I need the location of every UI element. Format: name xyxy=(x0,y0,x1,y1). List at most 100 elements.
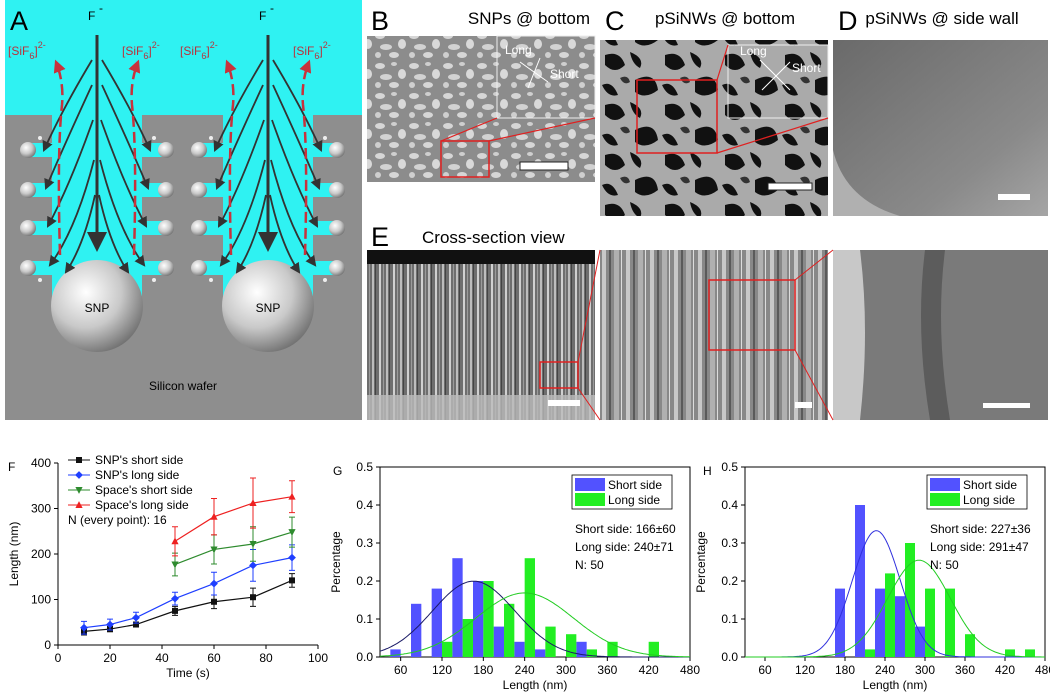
marker xyxy=(133,621,139,628)
bar xyxy=(875,588,885,657)
bar xyxy=(586,649,597,657)
x-axis-label: Time (s) xyxy=(166,666,210,680)
marker xyxy=(288,529,296,537)
x-tick-label: 240 xyxy=(875,663,895,677)
marker xyxy=(171,537,179,545)
zoom-line xyxy=(577,249,601,363)
inset xyxy=(496,35,596,119)
legend-label: Short side xyxy=(963,478,1017,492)
sif-label: [SiF6]2- xyxy=(293,40,331,61)
series-line xyxy=(174,531,293,566)
y-tick-label: 200 xyxy=(31,547,51,561)
zoom-line xyxy=(716,44,729,81)
annotation: Long side: 240±71 xyxy=(575,540,674,554)
zoom-box xyxy=(539,361,579,389)
bar xyxy=(545,626,556,657)
legend-label: SNP's long side xyxy=(95,468,180,482)
fluoride: F xyxy=(259,9,266,23)
x-tick-label: 300 xyxy=(915,663,935,677)
bar xyxy=(925,588,935,657)
panel-label: B xyxy=(371,6,389,36)
scale-bar xyxy=(767,182,813,191)
title-band xyxy=(367,0,595,36)
sif: ] xyxy=(206,44,209,58)
sem-top xyxy=(367,250,595,264)
zoom-line xyxy=(794,249,834,281)
bar xyxy=(535,649,546,657)
annotation: N: 50 xyxy=(575,558,604,572)
zoom-box xyxy=(636,79,718,154)
bar xyxy=(504,603,515,657)
sem-image xyxy=(600,250,828,420)
marker xyxy=(249,540,257,548)
annotation: Short side: 166±60 xyxy=(575,522,676,536)
long-label: Long xyxy=(740,44,767,58)
bar xyxy=(442,641,453,657)
wire-edge xyxy=(833,250,865,420)
sif-sup: 2- xyxy=(38,40,46,50)
short-label: Short xyxy=(550,67,579,81)
x-tick-label: 480 xyxy=(680,663,700,677)
panel-c: Long Short C pSiNWs @ bottom xyxy=(600,6,829,216)
marker xyxy=(288,492,296,500)
bar xyxy=(483,581,494,657)
x-tick-label: 20 xyxy=(103,651,117,665)
bar xyxy=(607,641,618,657)
fit-curve xyxy=(745,559,1045,658)
sif-sub: 6 xyxy=(201,51,206,61)
sif-sup: 2- xyxy=(323,40,331,50)
panel-label: F xyxy=(8,460,15,474)
scale-bar xyxy=(548,400,580,406)
bar xyxy=(462,619,473,657)
annotation: Short side: 227±36 xyxy=(930,522,1031,536)
sif-sub: 6 xyxy=(314,51,319,61)
wire-gap xyxy=(921,250,950,420)
bar xyxy=(905,543,915,657)
bar xyxy=(1025,649,1035,657)
x-tick-label: 120 xyxy=(432,663,452,677)
fluoride-label: F - F - xyxy=(88,1,274,23)
bar xyxy=(855,505,865,657)
y-axis-label: Percentage xyxy=(694,531,708,593)
legend-swatch xyxy=(930,478,960,491)
marker xyxy=(211,598,217,605)
panel-label: D xyxy=(838,6,858,36)
sif: ] xyxy=(148,44,151,58)
y-tick-label: 0.1 xyxy=(721,612,738,626)
bar xyxy=(514,641,525,657)
fluoride-charge: - xyxy=(99,1,103,15)
marker xyxy=(249,499,257,507)
bar xyxy=(390,649,401,657)
sif-sub: 6 xyxy=(29,51,34,61)
sif: [SiF xyxy=(122,44,143,58)
marker xyxy=(132,613,140,622)
marker xyxy=(171,594,179,603)
y-axis-label: Length (nm) xyxy=(7,522,21,587)
y-axis-label: Percentage xyxy=(329,531,343,593)
x-tick-label: 100 xyxy=(308,651,328,665)
axis-mark xyxy=(527,57,541,89)
x-tick-label: 60 xyxy=(394,663,408,677)
x-tick-label: 80 xyxy=(259,651,273,665)
panel-a: A F - F - [SiF6]2- [SiF6]2- [SiF6]2- [Si… xyxy=(5,0,362,420)
sif-label: [SiF6]2- xyxy=(8,40,46,61)
substrate-label: Silicon wafer xyxy=(149,379,217,393)
snp-label: SNP xyxy=(85,301,110,315)
x-tick-label: 40 xyxy=(155,651,169,665)
bar xyxy=(1005,649,1015,657)
legend-swatch xyxy=(575,478,605,491)
sif-labels: [SiF6]2- [SiF6]2- [SiF6]2- [SiF6]2- xyxy=(8,40,331,61)
y-tick-label: 400 xyxy=(31,456,51,470)
x-tick-label: 300 xyxy=(556,663,576,677)
panel-title: Cross-section view xyxy=(422,228,565,247)
x-tick-label: 420 xyxy=(995,663,1015,677)
x-tick-label: 420 xyxy=(639,663,659,677)
marker xyxy=(288,553,296,562)
sem-image xyxy=(367,250,595,420)
sif: ] xyxy=(34,44,37,58)
long-label: Long xyxy=(505,43,532,57)
legend-label: Long side xyxy=(608,493,660,507)
axis-mark xyxy=(761,61,791,91)
inset xyxy=(727,44,829,119)
